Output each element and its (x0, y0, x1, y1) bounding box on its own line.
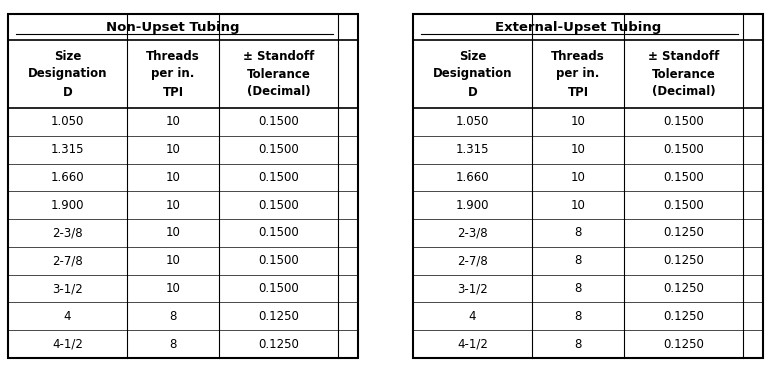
Text: Size
Designation
D: Size Designation D (28, 49, 107, 99)
Text: 8: 8 (170, 310, 177, 323)
Text: 0.1500: 0.1500 (258, 199, 299, 212)
Text: 10: 10 (570, 171, 585, 184)
Text: 10: 10 (166, 199, 180, 212)
Text: Non-Upset Tubing: Non-Upset Tubing (107, 20, 240, 33)
Text: 0.1500: 0.1500 (258, 254, 299, 267)
Text: 2-7/8: 2-7/8 (457, 254, 488, 267)
Text: 0.1250: 0.1250 (663, 282, 704, 295)
Text: 10: 10 (166, 282, 180, 295)
Bar (8, 14, 358, 358)
Text: 0.1250: 0.1250 (663, 310, 704, 323)
Text: 0.1250: 0.1250 (258, 310, 299, 323)
Text: 0.1500: 0.1500 (258, 143, 299, 156)
Text: 8: 8 (574, 282, 582, 295)
Text: 0.1500: 0.1500 (663, 199, 704, 212)
Text: 8: 8 (574, 338, 582, 351)
Text: 0.1500: 0.1500 (663, 115, 704, 128)
Text: 8: 8 (574, 227, 582, 240)
Text: 1.660: 1.660 (456, 171, 489, 184)
Text: 2-3/8: 2-3/8 (457, 227, 488, 240)
Text: ± Standoff
Tolerance
(Decimal): ± Standoff Tolerance (Decimal) (648, 49, 720, 99)
Text: 0.1500: 0.1500 (258, 115, 299, 128)
Text: 0.1500: 0.1500 (258, 282, 299, 295)
Text: 10: 10 (166, 143, 180, 156)
Text: 10: 10 (570, 115, 585, 128)
Text: 4: 4 (64, 310, 71, 323)
Text: 0.1250: 0.1250 (258, 338, 299, 351)
Text: 2-7/8: 2-7/8 (52, 254, 82, 267)
Text: 10: 10 (166, 227, 180, 240)
Text: 1.900: 1.900 (456, 199, 489, 212)
Text: 4-1/2: 4-1/2 (457, 338, 488, 351)
Text: 1.315: 1.315 (51, 143, 84, 156)
Text: 0.1250: 0.1250 (663, 227, 704, 240)
Text: Threads
per in.
TPI: Threads per in. TPI (146, 49, 200, 99)
Text: 10: 10 (570, 143, 585, 156)
Text: 4: 4 (468, 310, 476, 323)
Text: 1.050: 1.050 (51, 115, 84, 128)
Text: 1.315: 1.315 (456, 143, 489, 156)
Text: Size
Designation
D: Size Designation D (433, 49, 512, 99)
Text: 0.1500: 0.1500 (663, 171, 704, 184)
Text: 1.660: 1.660 (51, 171, 84, 184)
Text: 8: 8 (574, 254, 582, 267)
Text: 3-1/2: 3-1/2 (52, 282, 82, 295)
Text: 10: 10 (166, 115, 180, 128)
Text: 10: 10 (166, 171, 180, 184)
Text: 3-1/2: 3-1/2 (457, 282, 488, 295)
Text: 2-3/8: 2-3/8 (52, 227, 82, 240)
Text: 4-1/2: 4-1/2 (52, 338, 82, 351)
Text: 10: 10 (570, 199, 585, 212)
Bar (413, 14, 763, 358)
Text: 8: 8 (170, 338, 177, 351)
Text: External-Upset Tubing: External-Upset Tubing (495, 20, 661, 33)
Text: 10: 10 (166, 254, 180, 267)
Text: 0.1500: 0.1500 (258, 227, 299, 240)
Text: 0.1500: 0.1500 (258, 171, 299, 184)
Text: 8: 8 (574, 310, 582, 323)
Text: 1.900: 1.900 (51, 199, 84, 212)
Text: 0.1250: 0.1250 (663, 338, 704, 351)
Text: Threads
per in.
TPI: Threads per in. TPI (551, 49, 605, 99)
Text: 0.1500: 0.1500 (663, 143, 704, 156)
Text: 0.1250: 0.1250 (663, 254, 704, 267)
Text: 1.050: 1.050 (456, 115, 489, 128)
Text: ± Standoff
Tolerance
(Decimal): ± Standoff Tolerance (Decimal) (243, 49, 314, 99)
